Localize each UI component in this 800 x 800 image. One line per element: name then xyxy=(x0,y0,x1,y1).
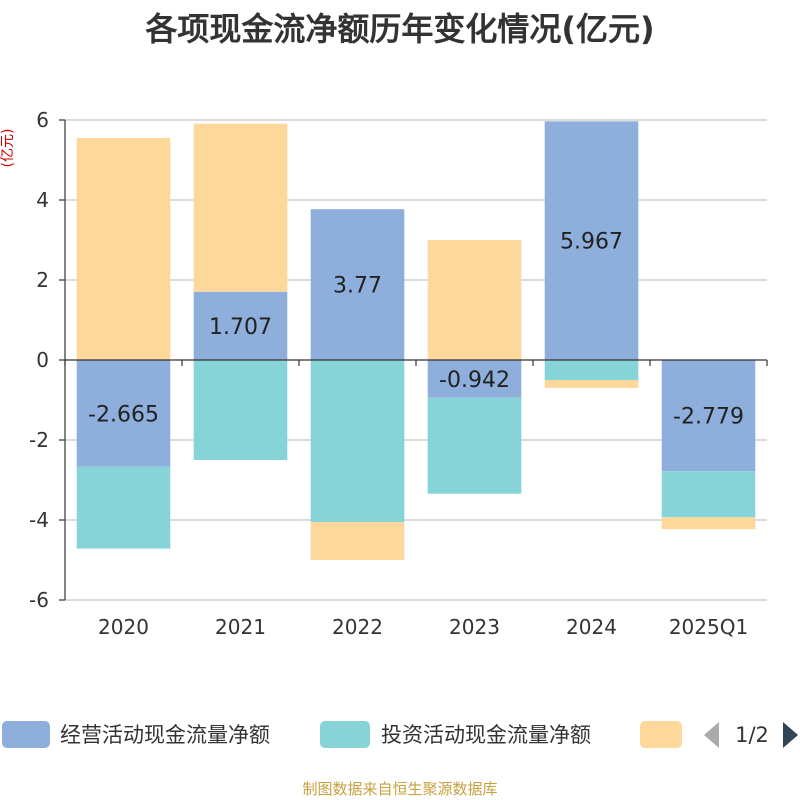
bar-segment xyxy=(193,123,288,292)
source-footnote: 制图数据来自恒生聚源数据库 xyxy=(302,780,498,798)
bar-segment xyxy=(427,397,522,494)
x-tick-label: 2023 xyxy=(449,615,500,639)
bar-segment xyxy=(427,240,522,360)
grid-lines xyxy=(65,119,767,601)
legend-prev-page-icon[interactable] xyxy=(704,722,719,748)
y-tick-label: 6 xyxy=(36,108,49,132)
y-tick-label: -6 xyxy=(29,588,49,612)
y-tick-label: 4 xyxy=(36,188,49,212)
legend-label[interactable]: 经营活动现金流量净额 xyxy=(60,723,270,747)
y-tick-label: 0 xyxy=(36,348,49,372)
x-tick-label: 2022 xyxy=(332,615,383,639)
bar-segment xyxy=(76,360,171,467)
chart-title: 各项现金流净额历年变化情况(亿元) xyxy=(145,10,655,48)
legend-swatch[interactable] xyxy=(640,721,682,748)
bar-segment xyxy=(76,138,171,360)
bar-segment xyxy=(544,380,639,388)
x-tick-label: 2021 xyxy=(215,615,266,639)
y-tick-label: -4 xyxy=(29,508,49,532)
legend-swatch[interactable] xyxy=(320,721,370,748)
bar-segment xyxy=(310,360,405,522)
bar-segment xyxy=(661,517,756,530)
bar-segment xyxy=(427,360,522,398)
bar-segment xyxy=(544,121,639,360)
data-label: 5.967 xyxy=(560,230,623,255)
x-tick-label: 2025Q1 xyxy=(669,615,748,639)
y-tick-label: -2 xyxy=(29,428,49,452)
legend-next-page-icon[interactable] xyxy=(783,722,798,748)
data-label: 3.77 xyxy=(333,274,382,299)
data-label: -2.779 xyxy=(673,405,744,430)
legend-label[interactable]: 投资活动现金流量净额 xyxy=(381,723,591,747)
legend-page-indicator: 1/2 xyxy=(735,723,769,747)
bar-segment xyxy=(310,522,405,560)
y-axis-unit-label: (亿元) xyxy=(0,129,16,168)
bar-segment xyxy=(193,291,288,360)
bars xyxy=(76,121,756,560)
x-tick-label: 2020 xyxy=(98,615,149,639)
bar-segment xyxy=(76,466,171,549)
bar-segment xyxy=(193,360,288,460)
bar-segment xyxy=(661,360,756,472)
legend: 经营活动现金流量净额 投资活动现金流量净额 1/2 xyxy=(2,721,798,748)
legend-swatch[interactable] xyxy=(2,721,50,748)
data-label: -0.942 xyxy=(439,368,510,393)
data-label: 1.707 xyxy=(209,315,272,340)
data-labels: -2.665 1.707 3.77 -0.942 5.967 -2.779 xyxy=(88,230,744,430)
axes: 6 4 2 0 -2 -4 -6 2020 2021 2022 2023 2024 2025Q1 xyxy=(29,108,768,639)
bar-segment xyxy=(661,471,756,518)
x-tick-label: 2024 xyxy=(566,615,617,639)
data-label: -2.665 xyxy=(88,402,159,427)
y-tick-label: 2 xyxy=(36,268,49,292)
bar-segment xyxy=(310,209,405,360)
bar-segment xyxy=(544,360,639,380)
